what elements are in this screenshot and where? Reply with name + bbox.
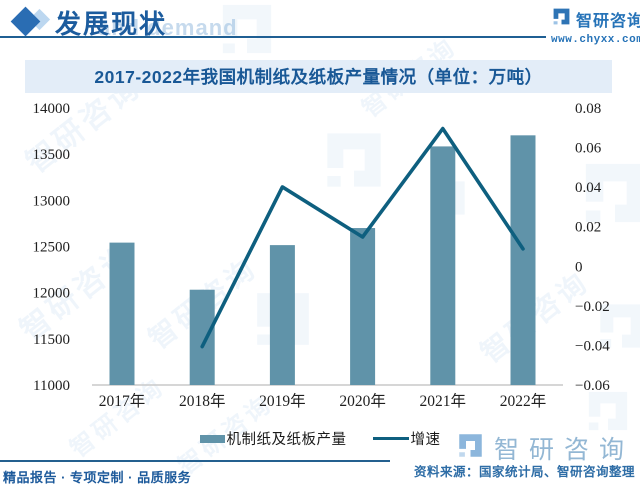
brand-url: www.chyxx.com	[551, 34, 640, 46]
diamond-icon	[10, 6, 56, 39]
brand-footer: 智研咨询	[457, 430, 634, 466]
svg-text:0.06: 0.06	[575, 141, 602, 157]
brand-logo-icon	[552, 7, 571, 31]
brand-logo-icon-footer	[457, 432, 484, 464]
svg-text:2017年: 2017年	[99, 392, 146, 410]
brand-name-footer: 智研咨询	[494, 436, 635, 464]
footer-divider	[0, 460, 390, 462]
svg-text:0: 0	[575, 259, 583, 275]
svg-text:11000: 11000	[33, 378, 70, 394]
svg-text:2018年: 2018年	[179, 392, 226, 410]
brand-name: 智研咨询	[576, 13, 640, 30]
svg-text:13500: 13500	[33, 147, 71, 163]
header-watermark-text: and demand	[98, 15, 238, 40]
header: and demand 发展现状 智研咨询 www.chyxx.com	[0, 0, 640, 48]
svg-text:0.04: 0.04	[575, 180, 602, 196]
svg-text:2022年: 2022年	[500, 392, 547, 410]
data-source-text: 资料来源：国家统计局、智研咨询整理	[413, 465, 635, 479]
chart-legend: 机制纸及纸板产量 增速	[0, 428, 640, 449]
production-chart: 14000 13500 13000 12500 12000 11500 11000 0.08 0…	[33, 101, 611, 410]
svg-text:−0.04: −0.04	[575, 338, 610, 354]
svg-text:13000: 13000	[33, 193, 71, 209]
brand-header: 智研咨询	[552, 7, 640, 31]
legend-swatch-growth	[372, 436, 409, 441]
svg-text:0.08: 0.08	[575, 101, 601, 117]
legend-label-production: 机制纸及纸板产量	[226, 432, 347, 448]
page-title: 发展现状	[55, 9, 168, 39]
svg-text:−0.02: −0.02	[575, 299, 610, 315]
svg-text:−0.06: −0.06	[575, 378, 610, 394]
chart-title: 2017-2022年我国机制纸及纸板产量情况（单位：万吨）	[94, 67, 543, 87]
footer-services-text: 精品报告 · 专项定制 · 品质服务	[3, 470, 192, 485]
legend-label-growth: 增速	[410, 432, 441, 448]
svg-text:2021年: 2021年	[420, 392, 467, 410]
svg-text:2019年: 2019年	[259, 392, 306, 410]
svg-text:12500: 12500	[33, 240, 71, 256]
svg-text:12000: 12000	[33, 286, 71, 302]
svg-text:11500: 11500	[33, 332, 70, 348]
svg-text:2020年: 2020年	[339, 392, 386, 410]
chart-title-strip: 2017-2022年我国机制纸及纸板产量情况（单位：万吨）	[25, 60, 612, 93]
header-divider	[0, 36, 546, 38]
svg-text:14000: 14000	[33, 101, 71, 117]
legend-swatch-production	[199, 434, 225, 443]
svg-text:0.02: 0.02	[575, 220, 601, 236]
